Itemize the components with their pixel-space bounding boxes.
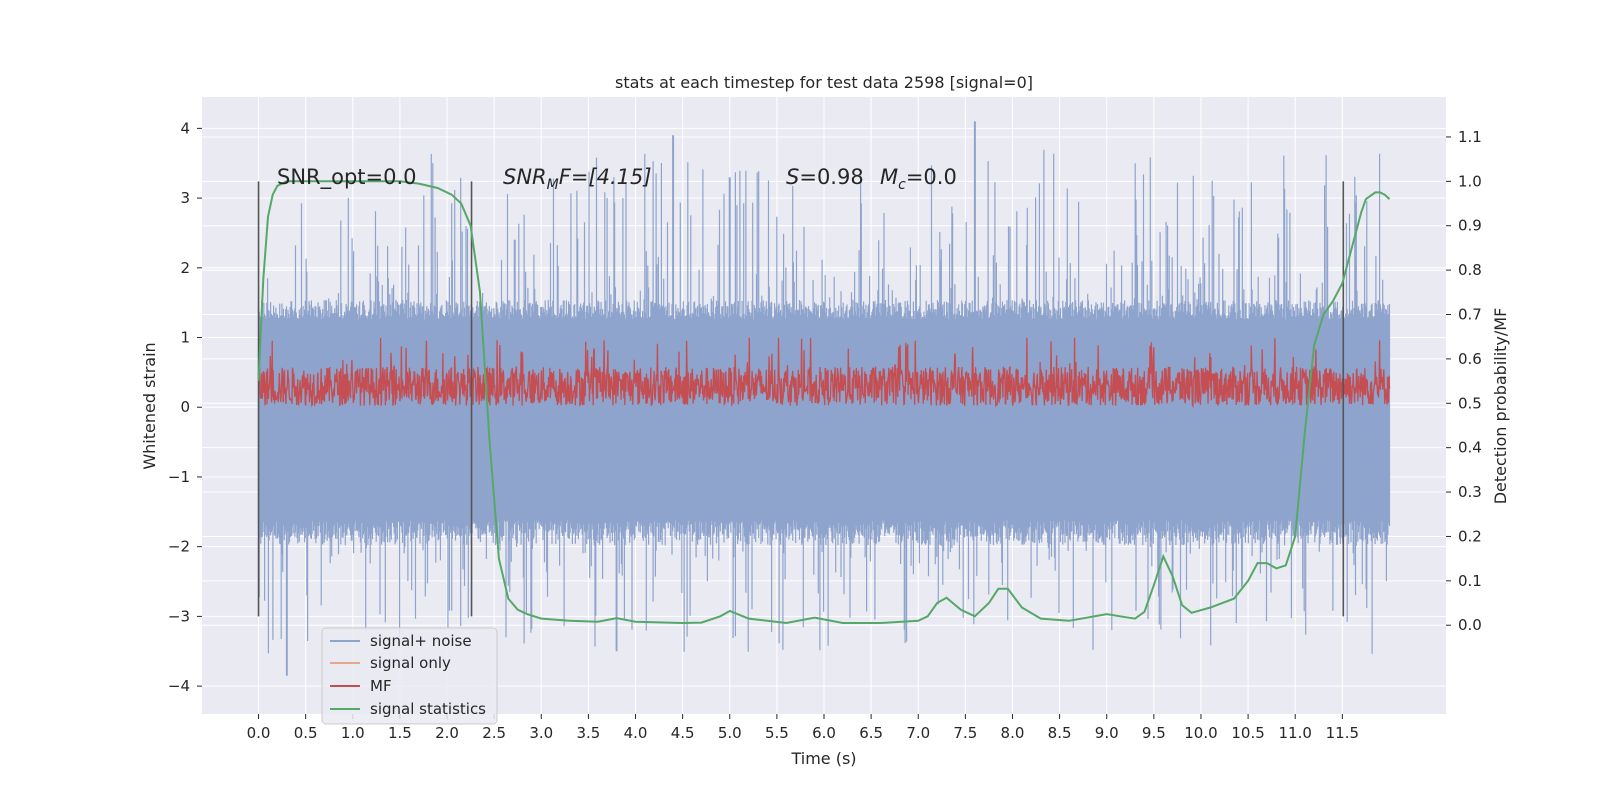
x-axis-label: Time (s) [790,749,856,768]
y2-tick-label: 0.4 [1458,439,1482,457]
x-tick-label: 0.5 [294,724,318,742]
signal-statistics-series [257,180,1391,625]
y2-axis-ticks: 0.0 0.1 0.2 0.3 0.4 0.5 0.6 0.7 0.8 0.9 1.0 1.1 [1446,128,1482,634]
x-tick-label: 8.0 [1001,724,1025,742]
legend: signal+ noise signal only MF signal stat… [321,627,498,725]
mf-series [257,337,1391,409]
y2-tick-label: 1.1 [1458,128,1482,146]
y2-tick-label: 0.6 [1458,350,1482,368]
y2-tick-label: 0.3 [1458,483,1482,501]
x-tick-label: 6.0 [812,724,836,742]
y2-tick-label: 1.0 [1458,172,1482,190]
x-tick-label: 3.5 [576,724,600,742]
legend-label-signal-noise: signal+ noise [370,632,472,650]
x-tick-label: 9.5 [1142,724,1166,742]
x-tick-label: 0.0 [247,724,271,742]
y-tick-label: −2 [168,538,190,556]
y-tick-label: 4 [180,119,190,137]
y-tick-label: −1 [168,468,190,486]
y-tick-label: 1 [180,329,190,347]
x-tick-label: 5.5 [765,724,789,742]
x-tick-label: 11.5 [1326,724,1359,742]
x-tick-label: 6.5 [859,724,883,742]
y2-tick-label: 0.0 [1458,616,1482,634]
chart-title: stats at each timestep for test data 259… [615,73,1033,92]
x-tick-label: 10.5 [1231,724,1264,742]
x-tick-label: 7.0 [906,724,930,742]
y-tick-label: −3 [168,607,190,625]
y-tick-label: 3 [180,189,190,207]
snr-opt-annotation: SNR_opt=0.0 [277,165,417,190]
annotations: SNR_opt=0.0 SNRMF=[4.15] S=0.98 Mc=0.0 [277,165,957,193]
legend-box [321,627,498,725]
x-tick-label: 2.0 [435,724,459,742]
y2-tick-label: 0.8 [1458,261,1482,279]
plot-series-group [257,121,1391,676]
x-tick-label: 4.0 [624,724,648,742]
y2-tick-label: 0.9 [1458,217,1482,235]
x-axis-ticks: 0.0 0.5 1.0 1.5 2.0 2.5 3.0 3.5 4.0 4.5 5.0 5.5 6.0 6… [247,714,1359,742]
y-tick-label: 2 [180,259,190,277]
legend-label-signal-statistics: signal statistics [370,700,486,718]
x-tick-label: 7.5 [953,724,977,742]
x-tick-label: 4.5 [671,724,695,742]
y-tick-label: 0 [180,398,190,416]
y2-tick-label: 0.1 [1458,572,1482,590]
x-tick-label: 8.5 [1048,724,1072,742]
x-tick-label: 5.0 [718,724,742,742]
y2-tick-label: 0.2 [1458,527,1482,545]
x-tick-label: 9.0 [1095,724,1119,742]
y-axis-label: Whitened strain [140,342,159,469]
y-tick-label: −4 [168,677,190,695]
mf-line [257,337,1391,409]
x-tick-label: 1.5 [388,724,412,742]
x-tick-label: 3.0 [529,724,553,742]
legend-label-mf: MF [370,677,392,695]
mc-annotation: Mc=0.0 [880,165,957,193]
x-tick-label: 2.5 [482,724,506,742]
snr-mf-annotation: SNRMF=[4.15] [503,165,652,193]
y2-axis-label: Detection probability/MF [1491,308,1510,505]
x-tick-label: 11.0 [1279,724,1312,742]
marker-lines [257,181,1345,617]
y-axis-ticks: −4 −3 −2 −1 0 1 2 3 4 [168,119,202,695]
legend-label-signal-only: signal only [370,654,451,672]
y2-tick-label: 0.5 [1458,394,1482,412]
x-tick-label: 10.0 [1184,724,1217,742]
y2-tick-label: 0.7 [1458,306,1482,324]
x-tick-label: 1.0 [341,724,365,742]
s-annotation: S=0.98 [786,165,864,189]
